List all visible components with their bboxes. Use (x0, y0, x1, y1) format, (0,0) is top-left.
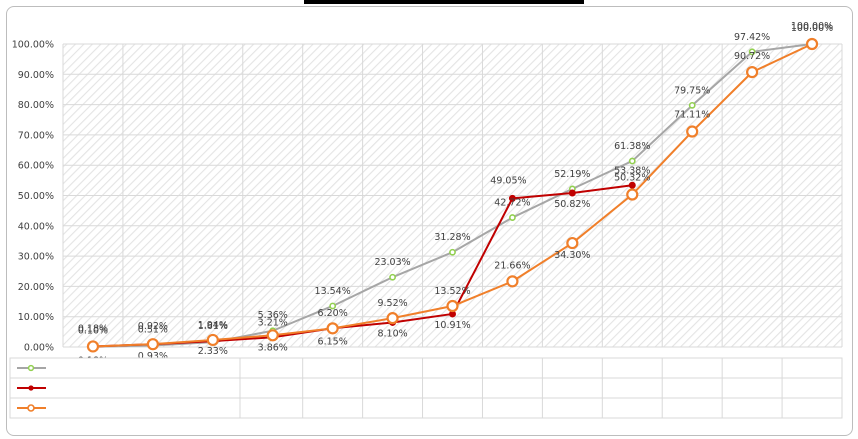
data-label-series-3: 100.00% (791, 23, 833, 34)
data-label-series-2: 6.20% (318, 308, 348, 319)
series-3-marker (686, 125, 699, 138)
series-3-marker (206, 333, 219, 347)
data-label-series-2: 50.82% (554, 199, 590, 210)
chart-title-bar (304, 0, 584, 4)
series-3-marker (446, 299, 459, 313)
series-3-marker (326, 322, 339, 335)
data-label-series-1: 79.75% (674, 85, 710, 96)
data-label-series-2: 3.21% (258, 317, 288, 328)
data-table (9, 357, 843, 419)
y-tick-label: 100.00% (12, 40, 54, 51)
data-label-series-3: 3.86% (258, 342, 288, 353)
y-tick-label: 20.00% (18, 282, 54, 293)
series-1-marker (329, 302, 337, 310)
y-tick-label: 90.00% (18, 70, 54, 81)
data-label-series-1: 5.36% (258, 310, 288, 321)
y-tick-label: 40.00% (18, 221, 54, 232)
data-label-series-1: 13.54% (315, 286, 351, 297)
data-label-series-3: 34.30% (554, 250, 590, 261)
series-3-marker (506, 275, 519, 288)
series-2-marker (628, 181, 636, 189)
legend-key-marker-2 (28, 385, 34, 391)
series-3-marker (146, 338, 159, 351)
series-3-marker (746, 66, 759, 79)
y-tick-label: 30.00% (18, 252, 54, 263)
data-label-series-1: 100.00% (791, 21, 833, 32)
series-2-marker (568, 189, 576, 197)
y-tick-label: 0.00% (24, 343, 54, 354)
y-tick-label: 10.00% (18, 312, 54, 323)
series-3-marker (86, 340, 100, 353)
data-label-series-2: 0.92% (138, 321, 168, 332)
series-3-marker (626, 188, 639, 201)
legend-key-marker-3 (27, 404, 35, 412)
legend-key-marker-1 (27, 364, 35, 372)
series-3-marker (566, 236, 579, 250)
data-label-series-1: 0.51% (138, 324, 168, 335)
y-tick-label: 70.00% (18, 130, 54, 141)
data-label-series-2: 10.91% (434, 320, 470, 331)
data-label-series-1: 52.19% (554, 169, 590, 180)
data-label-series-3: 0.93% (138, 351, 168, 362)
data-label-series-2: 1.94% (198, 320, 228, 331)
series-3-marker (266, 329, 279, 342)
y-tick-label: 50.00% (18, 191, 54, 202)
data-label-series-1: 23.03% (374, 257, 410, 268)
data-label-series-1: 97.42% (734, 32, 770, 43)
data-label-series-3: 2.33% (198, 346, 228, 357)
series-3-marker (386, 312, 399, 325)
series-2-marker (508, 194, 516, 202)
data-label-series-2: 53.38% (614, 165, 650, 176)
data-label-series-1: 31.28% (434, 232, 470, 243)
data-label-series-3: 13.52% (434, 286, 470, 297)
series-1-marker (628, 157, 636, 165)
data-label-series-3: 50.32% (614, 173, 650, 184)
data-label-series-2: 49.05% (490, 175, 526, 186)
series-1-marker (389, 273, 396, 281)
data-label-series-3: 90.72% (734, 51, 770, 62)
y-tick-label: 60.00% (18, 161, 54, 172)
series-3-marker (805, 37, 819, 51)
series-1-marker (688, 101, 696, 109)
data-label-series-3: 6.15% (318, 336, 348, 347)
data-label-series-2: 8.10% (377, 328, 407, 339)
data-label-series-1: 42.72% (494, 198, 530, 209)
series-1-marker (509, 214, 516, 221)
data-label-series-2: 0.18% (78, 323, 108, 334)
data-label-series-1: 1.61% (198, 321, 228, 332)
series-1-marker (449, 248, 456, 256)
y-tick-label: 80.00% (18, 100, 54, 111)
data-label-series-3: 9.52% (377, 298, 407, 309)
data-label-series-1: 61.38% (614, 141, 650, 152)
data-label-series-3: 21.66% (494, 260, 530, 271)
data-label-series-1: 0.10% (78, 326, 108, 337)
series-1-marker (748, 48, 756, 56)
data-label-series-3: 71.11% (674, 110, 710, 121)
